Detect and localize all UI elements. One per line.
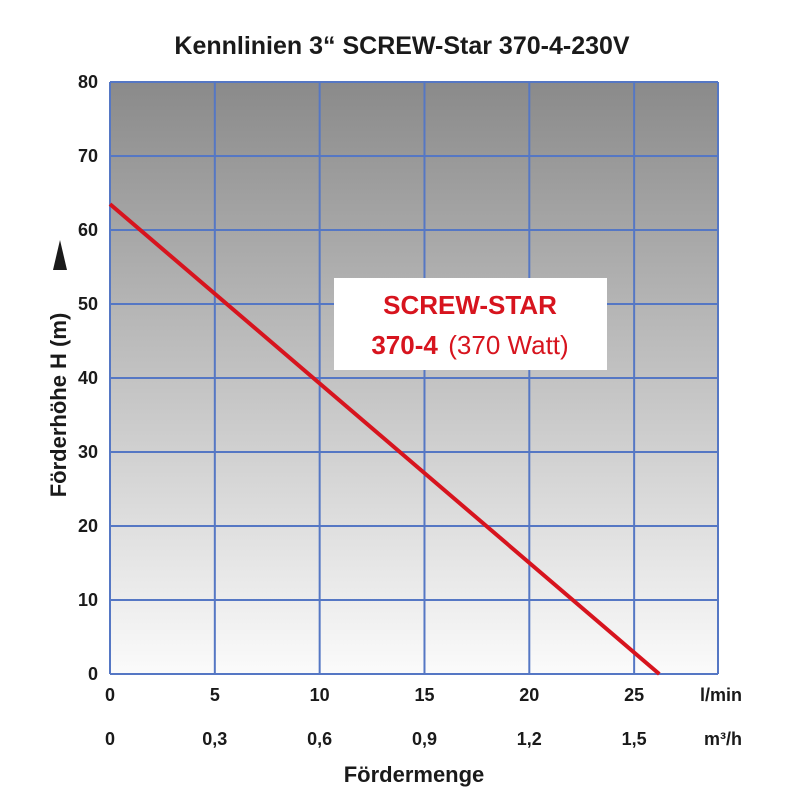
x-tick-label-primary: 25 <box>624 685 644 705</box>
x-tick-label-primary: 0 <box>105 685 115 705</box>
series-line <box>108 202 661 676</box>
legend-box <box>334 278 607 370</box>
legend-model: 370-4 <box>371 330 438 360</box>
y-tick-label: 0 <box>88 664 98 684</box>
x-unit-primary: l/min <box>700 685 742 705</box>
y-axis-arrow-icon <box>53 240 67 270</box>
x-axis-label: Fördermenge <box>344 762 485 787</box>
tick-labels: 010203040506070800050,3100,6150,9201,225… <box>78 72 647 749</box>
x-tick-label-secondary: 0 <box>105 729 115 749</box>
y-tick-label: 40 <box>78 368 98 388</box>
y-axis-label: Förderhöhe H (m) <box>46 313 71 498</box>
x-tick-label-secondary: 0,6 <box>307 729 332 749</box>
y-tick-label: 20 <box>78 516 98 536</box>
x-tick-label-primary: 5 <box>210 685 220 705</box>
legend-power: (370 Watt) <box>448 330 568 360</box>
x-tick-label-primary: 15 <box>414 685 434 705</box>
x-tick-label-secondary: 1,2 <box>517 729 542 749</box>
legend-line2: 370-4 (370 Watt) <box>371 330 568 360</box>
series <box>108 202 661 676</box>
y-tick-label: 30 <box>78 442 98 462</box>
y-tick-label: 70 <box>78 146 98 166</box>
legend-line1: SCREW-STAR <box>383 290 557 320</box>
y-tick-label: 80 <box>78 72 98 92</box>
x-tick-label-secondary: 0,9 <box>412 729 437 749</box>
x-tick-label-primary: 20 <box>519 685 539 705</box>
x-tick-label-secondary: 0,3 <box>202 729 227 749</box>
chart-title: Kennlinien 3“ SCREW-Star 370-4-230V <box>174 32 630 60</box>
y-tick-label: 10 <box>78 590 98 610</box>
x-tick-label-secondary: 1,5 <box>622 729 647 749</box>
x-tick-label-primary: 10 <box>310 685 330 705</box>
x-unit-secondary: m³/h <box>704 729 742 749</box>
y-tick-label: 60 <box>78 220 98 240</box>
y-tick-label: 50 <box>78 294 98 314</box>
grid <box>109 81 719 675</box>
